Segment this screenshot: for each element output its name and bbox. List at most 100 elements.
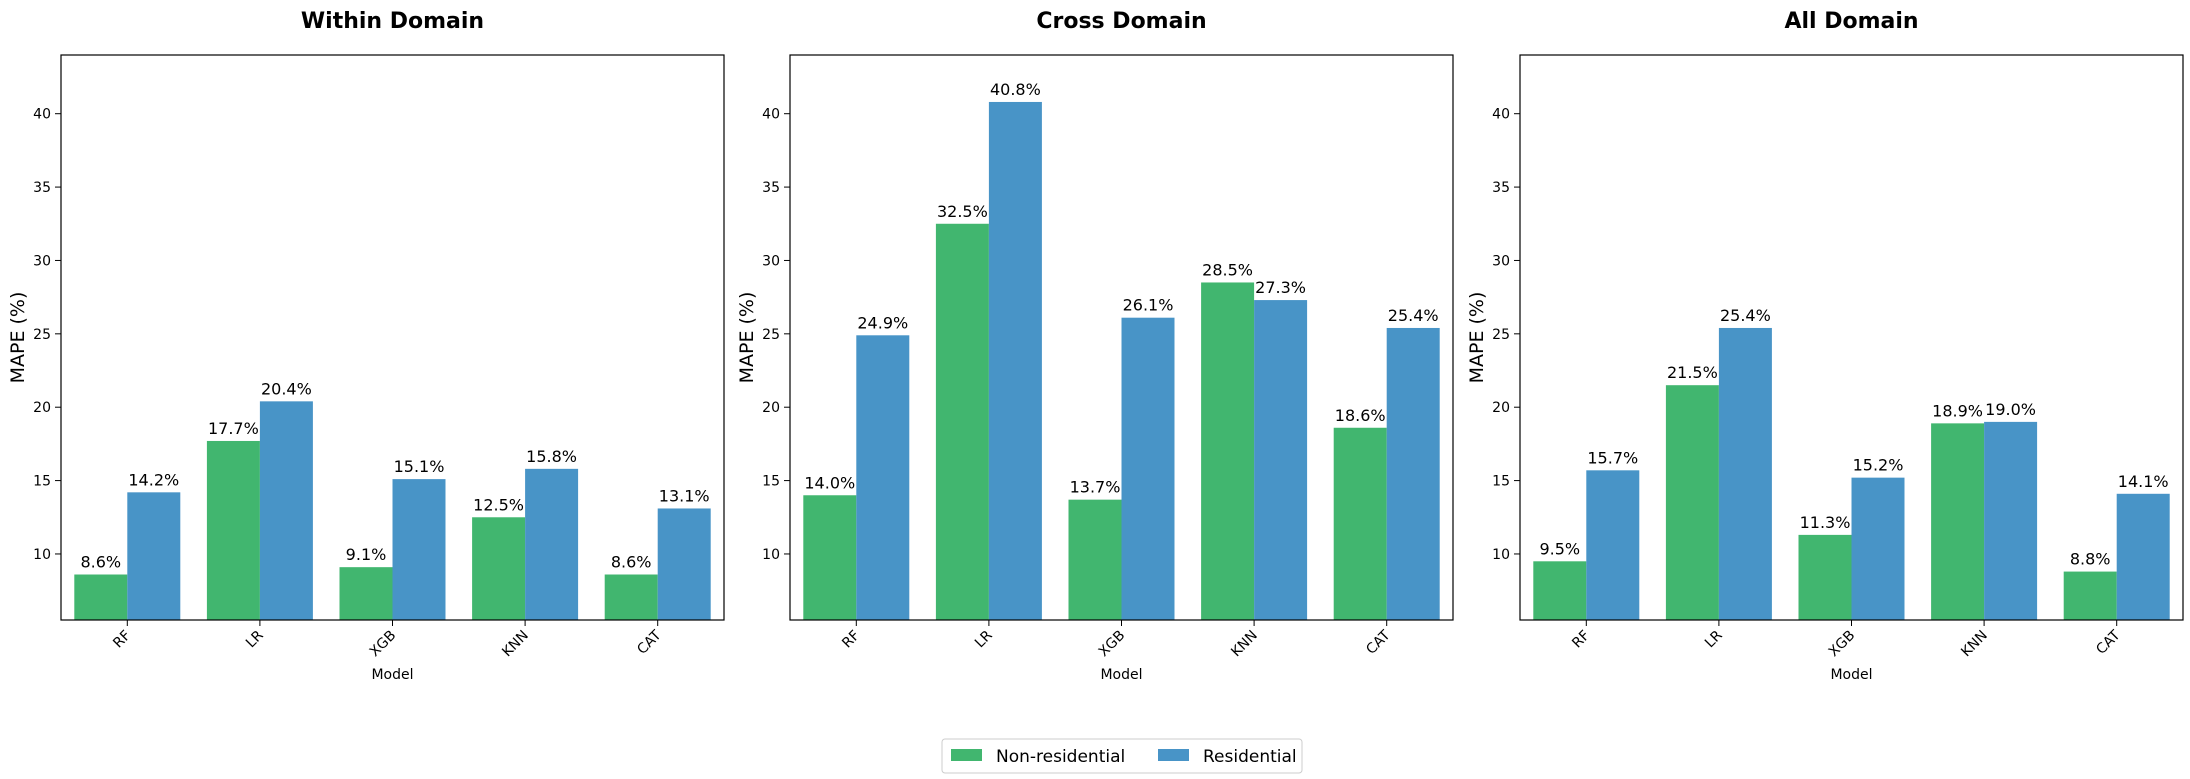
data-label: 25.4% — [1388, 306, 1439, 325]
bar-non-residential-cat — [1333, 427, 1387, 620]
y-tick-label: 25 — [762, 327, 780, 343]
y-axis-label: MAPE (%) — [7, 292, 29, 384]
legend-frame — [941, 738, 1303, 774]
data-label: 28.5% — [1202, 260, 1253, 279]
bar-residential-lr — [259, 401, 313, 620]
chart-panel-1: Cross Domain 10 15 20 25 30 35 40 MAPE (%) 14.0% 2… — [736, 9, 1454, 683]
bar-residential-xgb — [392, 479, 446, 620]
legend-swatch-non-residential — [951, 749, 982, 761]
bar-residential-xgb — [1851, 477, 1905, 620]
data-label: 40.8% — [990, 80, 1041, 99]
data-label: 18.9% — [1932, 401, 1983, 420]
x-tick-label: CAT — [2093, 627, 2124, 658]
legend-swatch-residential — [1158, 749, 1189, 761]
bar-non-residential-lr — [1665, 385, 1719, 620]
data-label: 21.5% — [1667, 363, 1718, 382]
x-tick-label: XGB — [1096, 628, 1129, 661]
data-label: 13.7% — [1070, 478, 1121, 497]
x-tick-label: LR — [1702, 627, 1726, 651]
y-tick-label: 30 — [762, 253, 780, 269]
bar-non-residential-rf — [803, 495, 857, 620]
data-label: 17.7% — [208, 419, 259, 438]
x-tick-label: CAT — [634, 627, 665, 658]
x-tick-label: LR — [972, 627, 996, 651]
bar-non-residential-rf — [1533, 561, 1587, 620]
x-axis-label: Model — [1830, 667, 1872, 683]
y-tick-label: 20 — [1492, 400, 1510, 416]
data-label: 8.6% — [80, 553, 121, 572]
data-label: 9.1% — [346, 545, 387, 564]
y-tick-label: 40 — [33, 107, 51, 123]
x-tick-label: RF — [110, 628, 134, 652]
data-label: 26.1% — [1123, 296, 1174, 315]
bar-non-residential-xgb — [1798, 534, 1852, 620]
y-tick-label: 25 — [1492, 327, 1510, 343]
data-label: 13.1% — [659, 486, 710, 505]
bar-non-residential-xgb — [339, 567, 393, 620]
bar-non-residential-xgb — [1068, 499, 1122, 620]
y-tick-label: 40 — [762, 107, 780, 123]
y-tick-label: 10 — [762, 547, 780, 563]
legend-label-non-residential: Non-residential — [996, 747, 1125, 767]
chart-title: Cross Domain — [1036, 9, 1206, 34]
bar-residential-lr — [988, 101, 1042, 620]
chart-panel-0: Within Domain 10 15 20 25 30 35 40 MAPE (%) 8.6% 1… — [7, 9, 725, 683]
bar-non-residential-lr — [206, 440, 260, 620]
bar-non-residential-knn — [472, 517, 526, 620]
x-tick-label: LR — [243, 627, 267, 651]
y-tick-label: 30 — [1492, 253, 1510, 269]
bar-residential-rf — [856, 335, 910, 620]
chart-legend: Non-residential Residential — [941, 738, 1303, 774]
data-label: 9.5% — [1539, 539, 1580, 558]
x-tick-label: XGB — [367, 628, 400, 661]
bar-residential-knn — [1984, 421, 2038, 620]
plot-frame — [789, 54, 1454, 621]
y-tick-label: 10 — [1492, 547, 1510, 563]
data-label: 32.5% — [937, 202, 988, 221]
y-axis-label: MAPE (%) — [1466, 292, 1488, 384]
plot-frame — [60, 54, 725, 621]
chart-panel-2: All Domain 10 15 20 25 30 35 40 MAPE (%) 9.5% 15.7… — [1466, 9, 2184, 683]
x-axis-label: Model — [371, 667, 413, 683]
bar-non-residential-knn — [1201, 282, 1255, 620]
bar-non-residential-lr — [935, 223, 989, 620]
bar-non-residential-knn — [1931, 423, 1985, 620]
data-label: 27.3% — [1255, 278, 1306, 297]
x-tick-label: KNN — [499, 628, 532, 661]
y-tick-label: 10 — [33, 547, 51, 563]
bar-residential-cat — [657, 508, 711, 620]
x-tick-label: RF — [839, 628, 863, 652]
bar-residential-rf — [127, 492, 181, 620]
data-label: 15.1% — [394, 457, 445, 476]
y-tick-label: 15 — [1492, 474, 1510, 490]
data-label: 8.6% — [611, 553, 652, 572]
y-tick-label: 15 — [33, 474, 51, 490]
y-axis-label: MAPE (%) — [736, 292, 758, 384]
y-tick-label: 20 — [33, 400, 51, 416]
y-tick-label: 15 — [762, 474, 780, 490]
bar-residential-rf — [1586, 470, 1640, 620]
x-tick-label: RF — [1569, 628, 1593, 652]
data-label: 14.0% — [804, 473, 855, 492]
bar-residential-cat — [2116, 493, 2170, 620]
chart-panels: Within Domain 10 15 20 25 30 35 40 MAPE (%) 8.6% 1… — [7, 9, 2184, 683]
y-tick-label: 25 — [33, 327, 51, 343]
bar-non-residential-rf — [74, 574, 128, 620]
bar-non-residential-cat — [604, 574, 658, 620]
bar-residential-cat — [1386, 327, 1440, 620]
data-label: 18.6% — [1335, 406, 1386, 425]
bar-residential-knn — [1254, 300, 1308, 620]
data-label: 15.8% — [526, 447, 577, 466]
bar-non-residential-cat — [2063, 571, 2117, 620]
bar-residential-lr — [1718, 327, 1772, 620]
bar-residential-knn — [525, 468, 579, 620]
x-axis-label: Model — [1100, 667, 1142, 683]
data-label: 20.4% — [261, 379, 312, 398]
chart-title: Within Domain — [301, 9, 484, 34]
y-tick-label: 40 — [1492, 107, 1510, 123]
data-label: 15.2% — [1853, 456, 1904, 475]
data-label: 12.5% — [473, 495, 524, 514]
plot-frame — [1519, 54, 2184, 621]
data-label: 8.8% — [2070, 550, 2111, 569]
